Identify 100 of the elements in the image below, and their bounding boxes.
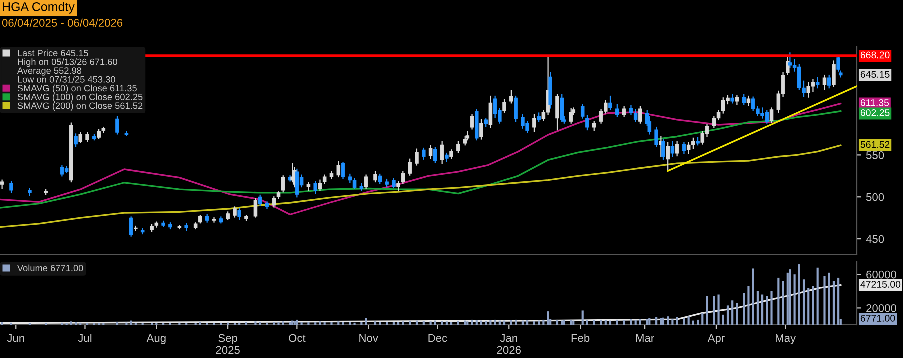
candlestick xyxy=(586,115,590,131)
bar xyxy=(582,310,584,325)
bar xyxy=(294,321,296,325)
bar xyxy=(490,320,492,325)
bar xyxy=(457,321,460,325)
bar xyxy=(770,291,773,325)
x-tick-label: Nov xyxy=(360,334,378,342)
candlestick xyxy=(378,174,382,184)
bar xyxy=(314,322,317,325)
bar xyxy=(430,322,432,325)
bar xyxy=(480,320,483,325)
candlestick xyxy=(318,180,322,191)
bar xyxy=(199,322,202,325)
bar xyxy=(476,320,478,325)
candlestick xyxy=(816,77,820,89)
candlestick xyxy=(78,132,83,144)
bar xyxy=(422,321,425,325)
candlestick xyxy=(502,99,506,113)
bar xyxy=(494,320,496,325)
candlestick xyxy=(440,141,444,164)
annotation: 645.15 xyxy=(860,71,890,78)
candlestick xyxy=(556,94,560,131)
bar xyxy=(593,320,596,325)
candlestick xyxy=(336,161,341,178)
bar xyxy=(533,321,536,325)
bar xyxy=(308,322,310,325)
candlestick xyxy=(682,142,686,154)
candlestick xyxy=(116,116,120,135)
candlestick xyxy=(532,114,536,132)
legend-label: Last Price 645.15 xyxy=(18,50,88,57)
bar xyxy=(623,320,626,325)
y-tick-label: 60000 xyxy=(866,270,896,279)
candlestick xyxy=(592,121,596,132)
candlestick xyxy=(634,109,638,122)
annotation: High on 05/13/26 671.60 xyxy=(18,58,118,68)
candlestick xyxy=(422,148,426,160)
x-tick-label: Dec xyxy=(428,334,448,342)
bar xyxy=(789,270,792,325)
candlestick xyxy=(770,108,774,124)
bar xyxy=(706,296,708,325)
candlestick xyxy=(654,126,658,148)
bar xyxy=(319,322,322,325)
bar xyxy=(713,296,716,325)
bar xyxy=(828,272,830,325)
bar xyxy=(824,276,826,325)
x-tick-label: Aug xyxy=(146,334,166,344)
bar xyxy=(600,320,602,325)
bar xyxy=(349,322,352,325)
annotation: Low on 07/31/25 453.30 xyxy=(18,76,116,83)
candlestick xyxy=(622,106,626,118)
bar xyxy=(782,281,784,325)
bar xyxy=(683,318,686,325)
bar xyxy=(736,303,738,325)
candlestick xyxy=(670,141,675,158)
bar xyxy=(561,320,564,325)
candlestick xyxy=(272,196,276,208)
candlestick xyxy=(129,216,134,237)
x-tick-label: Mar xyxy=(636,334,654,342)
bar xyxy=(616,320,618,325)
bar xyxy=(360,322,363,325)
annotation: Average 552.98 xyxy=(17,68,82,76)
candlestick xyxy=(238,208,242,220)
bar xyxy=(282,322,284,325)
bar xyxy=(748,286,750,325)
bar xyxy=(743,293,746,325)
bar xyxy=(409,321,412,325)
bar xyxy=(466,322,469,325)
candlestick xyxy=(616,104,620,118)
bar xyxy=(434,320,436,325)
bar xyxy=(547,312,550,325)
bar xyxy=(697,320,700,325)
candlestick xyxy=(314,181,318,194)
candlestick xyxy=(0,180,4,190)
bar xyxy=(766,296,768,325)
candlestick xyxy=(374,171,378,183)
candlestick xyxy=(434,147,438,164)
legend-label: SMAVG (100) on Close 602.25 xyxy=(18,94,143,102)
candlestick xyxy=(392,178,396,188)
x-tick-label: Jul xyxy=(78,334,92,342)
bar xyxy=(630,320,632,325)
candlestick xyxy=(666,142,670,170)
ref-line-label: 668.20 xyxy=(860,52,890,59)
bar xyxy=(556,320,559,325)
candlestick xyxy=(258,194,262,206)
y-tick-label: 450 xyxy=(866,235,884,244)
candlestick xyxy=(428,145,433,160)
candlestick xyxy=(675,141,680,157)
bar xyxy=(702,313,704,325)
candlestick xyxy=(281,176,286,193)
x-tick-label: May xyxy=(776,334,796,344)
bar xyxy=(732,300,734,325)
candlestick xyxy=(580,104,585,119)
annotation: 611.35 xyxy=(860,99,890,106)
candlestick xyxy=(832,60,836,87)
bar xyxy=(648,318,651,325)
x-tick-label: Jan 2026 xyxy=(497,334,522,354)
bar xyxy=(130,320,132,325)
bar xyxy=(450,322,453,325)
bar xyxy=(672,319,674,325)
bar xyxy=(816,268,819,325)
